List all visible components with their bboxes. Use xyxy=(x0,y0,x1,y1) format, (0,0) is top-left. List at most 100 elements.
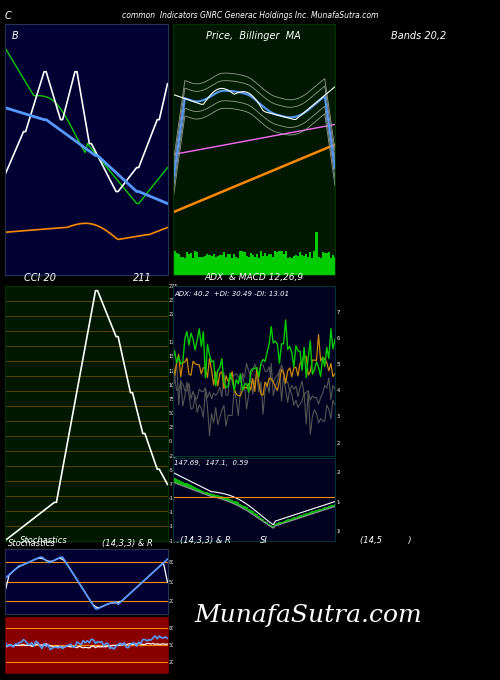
Bar xyxy=(310,252,312,275)
Bar xyxy=(227,498,229,501)
Bar xyxy=(219,496,221,498)
Bar xyxy=(301,515,303,517)
Bar xyxy=(293,256,295,275)
Bar xyxy=(198,489,200,492)
Bar xyxy=(188,484,190,488)
Bar xyxy=(318,509,320,512)
Bar xyxy=(246,507,248,511)
Bar xyxy=(278,522,280,524)
Bar xyxy=(214,257,216,275)
Text: C: C xyxy=(5,11,12,21)
Bar xyxy=(235,257,238,275)
Bar xyxy=(318,256,320,275)
Bar xyxy=(272,526,274,528)
Bar xyxy=(176,252,178,275)
Bar xyxy=(268,254,270,275)
Bar xyxy=(282,521,284,524)
Bar xyxy=(293,517,295,520)
Bar xyxy=(254,513,256,515)
Bar xyxy=(254,257,256,275)
Bar xyxy=(330,505,332,508)
Bar xyxy=(242,505,244,508)
Bar xyxy=(244,252,246,275)
Bar xyxy=(248,509,250,512)
Bar xyxy=(178,480,180,484)
Bar xyxy=(184,258,186,275)
Text: (14,3,3) & R: (14,3,3) & R xyxy=(102,539,154,548)
Bar xyxy=(246,256,248,275)
Bar xyxy=(204,492,206,494)
Bar xyxy=(307,513,310,515)
Bar xyxy=(295,255,297,275)
Bar xyxy=(174,478,176,483)
Bar xyxy=(216,495,219,498)
Bar xyxy=(258,516,260,519)
Bar xyxy=(202,491,204,494)
Bar xyxy=(172,477,173,482)
Bar xyxy=(284,251,286,275)
Bar xyxy=(270,254,272,275)
Bar xyxy=(328,506,330,509)
Text: SI: SI xyxy=(260,537,268,545)
Bar xyxy=(297,256,299,275)
Bar xyxy=(299,252,301,275)
Text: Bands 20,2: Bands 20,2 xyxy=(391,31,446,41)
Bar xyxy=(250,253,252,275)
Bar xyxy=(272,257,274,275)
Bar xyxy=(223,497,225,500)
Bar xyxy=(231,500,233,503)
Bar xyxy=(256,254,258,275)
Bar xyxy=(240,504,242,507)
Bar xyxy=(274,251,276,275)
Text: (14,3,3) & R: (14,3,3) & R xyxy=(180,537,231,545)
Bar xyxy=(182,257,184,275)
Text: Stochastics: Stochastics xyxy=(8,539,56,548)
Bar xyxy=(295,517,297,520)
Bar xyxy=(278,251,280,275)
Bar xyxy=(280,522,282,524)
Bar xyxy=(244,506,246,509)
Bar xyxy=(310,512,312,515)
Bar xyxy=(328,252,330,275)
Bar xyxy=(299,515,301,518)
Bar xyxy=(326,507,328,509)
Bar xyxy=(268,524,270,526)
Bar xyxy=(210,256,212,275)
Bar xyxy=(221,255,223,275)
Bar xyxy=(208,494,210,496)
Text: common  Indicators GNRC Generac Holdings Inc. MunafaSutra.com: common Indicators GNRC Generac Holdings … xyxy=(122,11,378,20)
Bar xyxy=(276,252,278,275)
Bar xyxy=(291,258,293,275)
Bar xyxy=(200,490,202,493)
Bar xyxy=(210,494,212,496)
Bar xyxy=(216,256,219,275)
Text: Price,  Billinger  MA: Price, Billinger MA xyxy=(206,31,301,41)
Bar xyxy=(204,256,206,275)
Bar xyxy=(314,251,316,275)
Bar xyxy=(324,253,326,275)
Bar xyxy=(332,256,334,275)
Bar xyxy=(214,495,216,497)
Bar xyxy=(264,521,266,523)
Bar xyxy=(260,517,262,520)
Bar xyxy=(196,488,198,491)
Bar xyxy=(248,258,250,275)
Bar xyxy=(326,252,328,275)
Bar xyxy=(264,253,266,275)
Bar xyxy=(229,254,231,275)
Bar xyxy=(320,509,322,511)
Bar xyxy=(238,258,240,275)
Bar xyxy=(212,494,214,496)
Bar xyxy=(334,257,336,275)
Bar xyxy=(314,511,316,513)
Bar xyxy=(260,251,262,275)
Bar xyxy=(307,257,310,275)
Bar xyxy=(235,501,238,505)
Bar xyxy=(266,256,268,275)
Bar xyxy=(198,256,200,275)
Bar xyxy=(225,256,227,275)
Text: 147.69,  147.1,  0.59: 147.69, 147.1, 0.59 xyxy=(174,460,248,466)
Bar xyxy=(194,251,196,275)
Bar xyxy=(303,256,305,275)
Bar xyxy=(305,513,307,516)
